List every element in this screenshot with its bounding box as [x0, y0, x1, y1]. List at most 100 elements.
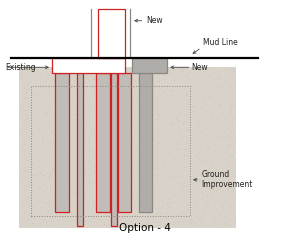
- Point: [203, 82, 208, 86]
- Point: [125, 77, 129, 81]
- Point: [229, 67, 234, 70]
- Point: [164, 93, 168, 97]
- Point: [201, 201, 205, 205]
- Point: [151, 166, 155, 170]
- Point: [113, 160, 117, 163]
- Point: [149, 132, 154, 136]
- Point: [124, 141, 128, 144]
- Point: [124, 71, 129, 74]
- Point: [63, 75, 68, 78]
- Point: [20, 138, 25, 142]
- Point: [158, 224, 163, 228]
- Point: [168, 124, 173, 128]
- Point: [160, 176, 164, 179]
- Point: [73, 133, 77, 137]
- Point: [153, 67, 157, 71]
- Point: [155, 131, 160, 135]
- Point: [80, 222, 85, 226]
- Point: [214, 106, 218, 110]
- Point: [133, 98, 138, 102]
- Point: [110, 180, 115, 184]
- Point: [61, 177, 65, 181]
- Point: [223, 130, 228, 134]
- Point: [231, 186, 236, 190]
- Point: [202, 204, 207, 208]
- Point: [185, 207, 190, 211]
- Point: [210, 196, 215, 200]
- Point: [198, 107, 202, 111]
- Point: [40, 157, 45, 161]
- Point: [187, 88, 192, 91]
- Point: [137, 84, 141, 87]
- Point: [35, 181, 40, 185]
- Point: [66, 142, 71, 146]
- Bar: [31, 86, 190, 216]
- Point: [210, 71, 215, 74]
- Point: [112, 180, 116, 184]
- Point: [155, 121, 160, 125]
- Point: [52, 181, 57, 184]
- Point: [102, 68, 107, 71]
- Point: [116, 206, 121, 210]
- Point: [177, 66, 181, 69]
- Point: [151, 156, 156, 160]
- Point: [103, 112, 108, 116]
- Point: [46, 106, 51, 110]
- Point: [124, 182, 129, 186]
- Point: [133, 78, 137, 82]
- Point: [24, 118, 28, 121]
- Point: [131, 79, 136, 83]
- Point: [130, 106, 134, 110]
- Point: [187, 175, 191, 178]
- Point: [206, 96, 211, 99]
- Point: [40, 173, 45, 177]
- Point: [163, 181, 168, 185]
- Point: [81, 131, 86, 134]
- Point: [32, 124, 37, 128]
- Point: [192, 154, 197, 157]
- Point: [27, 196, 32, 200]
- Point: [36, 92, 41, 96]
- Point: [182, 147, 187, 151]
- Point: [212, 153, 217, 156]
- Point: [53, 224, 58, 228]
- Point: [155, 212, 160, 216]
- Bar: [132, 58, 167, 73]
- Point: [22, 169, 27, 173]
- Point: [72, 207, 77, 211]
- Point: [182, 219, 187, 223]
- Point: [201, 97, 206, 101]
- Point: [80, 159, 84, 163]
- Point: [28, 180, 32, 184]
- Text: Existing: Existing: [5, 63, 36, 72]
- Point: [176, 146, 181, 150]
- Point: [76, 105, 81, 109]
- Point: [18, 179, 23, 182]
- Point: [149, 195, 154, 199]
- Point: [28, 165, 32, 169]
- Point: [111, 79, 116, 83]
- Point: [59, 85, 64, 89]
- Point: [95, 94, 99, 98]
- Point: [27, 134, 32, 137]
- Point: [96, 171, 101, 175]
- Point: [186, 77, 190, 81]
- Point: [49, 91, 53, 95]
- Point: [220, 97, 225, 101]
- Point: [82, 74, 87, 78]
- Point: [82, 131, 87, 135]
- Point: [47, 205, 52, 209]
- Point: [179, 219, 184, 223]
- Point: [48, 188, 52, 192]
- Point: [34, 85, 38, 89]
- Point: [167, 173, 172, 177]
- Point: [98, 142, 103, 146]
- Point: [189, 216, 194, 220]
- Point: [31, 217, 36, 220]
- Point: [104, 213, 108, 217]
- Point: [214, 136, 218, 140]
- Point: [189, 215, 194, 219]
- Point: [103, 160, 108, 164]
- Point: [86, 73, 91, 77]
- Point: [42, 185, 47, 188]
